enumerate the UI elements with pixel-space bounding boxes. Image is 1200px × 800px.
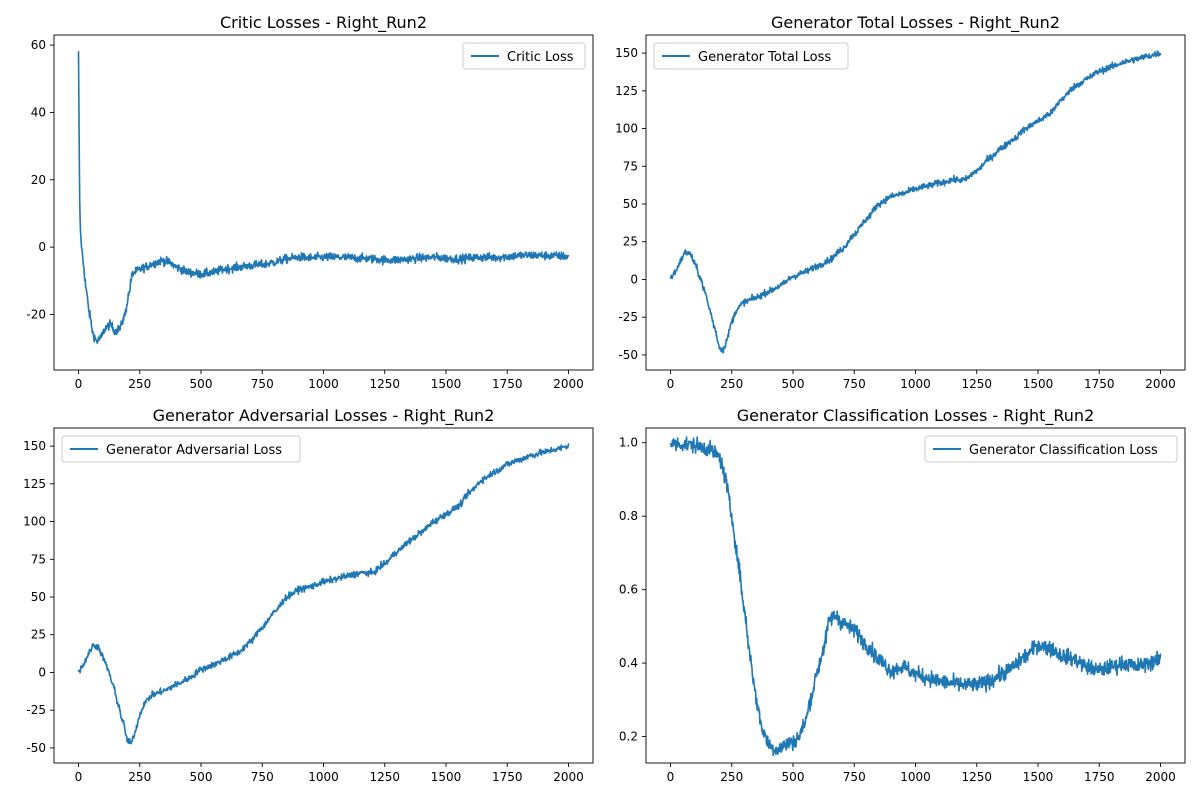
y-tick-label: 0 — [38, 665, 46, 679]
y-tick-label: 125 — [23, 477, 46, 491]
y-tick-label: 75 — [623, 159, 638, 173]
x-tick-label: 2000 — [553, 770, 584, 784]
x-tick-label: 750 — [843, 770, 866, 784]
x-tick-label: 0 — [75, 770, 83, 784]
axes-frame — [53, 34, 594, 371]
y-tick-label: 0.8 — [619, 509, 638, 523]
x-tick-label: 750 — [251, 770, 274, 784]
x-tick-label: 1500 — [431, 770, 462, 784]
legend-label: Generator Total Loss — [698, 50, 831, 65]
y-tick-label: 0.6 — [619, 583, 638, 597]
y-tick-label: 50 — [623, 197, 638, 211]
x-tick-label: 1750 — [1084, 377, 1115, 391]
y-tick-label: 0.2 — [619, 730, 638, 744]
series-line — [77, 51, 570, 344]
x-tick-label: 0 — [667, 377, 675, 391]
y-tick-label: 0.4 — [619, 656, 638, 670]
y-tick-label: 40 — [31, 105, 46, 119]
chart-panel-1: Critic Losses - Right_Run2 0 250 500 750 1000… — [26, 13, 594, 391]
series-line — [669, 50, 1162, 354]
legend-label: Generator Adversarial Loss — [106, 443, 282, 458]
x-tick-label: 1000 — [308, 770, 339, 784]
axes-frame — [645, 34, 1186, 371]
axes-frame — [53, 427, 594, 764]
legend-label: Critic Loss — [507, 50, 574, 65]
y-tick-label: 0 — [38, 240, 46, 254]
y-tick-label: 20 — [31, 173, 46, 187]
x-tick-label: 250 — [128, 770, 151, 784]
y-tick-label: 1.0 — [619, 436, 638, 450]
x-tick-label: 1500 — [431, 377, 462, 391]
chart-panel-4: Generator Classification Losses - Right_… — [619, 406, 1186, 784]
legend: Critic Loss — [462, 42, 586, 70]
y-tick-label: -25 — [26, 703, 46, 717]
x-tick-label: 250 — [128, 377, 151, 391]
y-tick-label: -50 — [26, 741, 46, 755]
x-tick-label: 1750 — [1084, 770, 1115, 784]
y-tick-label: -25 — [618, 310, 638, 324]
x-tick-label: 750 — [251, 377, 274, 391]
y-tick-label: 50 — [31, 590, 46, 604]
x-tick-label: 500 — [190, 377, 213, 391]
x-tick-label: 250 — [720, 770, 743, 784]
y-tick-label: 75 — [31, 552, 46, 566]
legend-label: Generator Classification Loss — [969, 443, 1158, 458]
x-tick-label: 2000 — [553, 377, 584, 391]
x-tick-label: 2000 — [1145, 770, 1176, 784]
chart-title: Generator Total Losses - Right_Run2 — [771, 13, 1060, 33]
legend-box — [61, 435, 301, 463]
chart-title: Generator Classification Losses - Right_… — [737, 406, 1095, 426]
y-tick-label: 150 — [615, 46, 638, 60]
chart-title: Generator Adversarial Losses - Right_Run… — [153, 406, 495, 426]
y-tick-label: 100 — [615, 122, 638, 136]
x-tick-label: 1500 — [1023, 770, 1054, 784]
x-tick-label: 250 — [720, 377, 743, 391]
series-line — [77, 443, 570, 745]
x-tick-label: 500 — [782, 770, 805, 784]
y-tick-label: 25 — [623, 235, 638, 249]
legend-box — [924, 435, 1178, 463]
chart-panel-3: Generator Adversarial Losses - Right_Run… — [23, 406, 594, 784]
y-tick-label: -50 — [618, 348, 638, 362]
x-tick-label: 1500 — [1023, 377, 1054, 391]
legend-box — [462, 42, 586, 70]
x-tick-label: 1000 — [900, 770, 931, 784]
x-tick-label: 1750 — [492, 770, 523, 784]
y-tick-label: 100 — [23, 515, 46, 529]
x-tick-label: 500 — [190, 770, 213, 784]
y-tick-label: -20 — [26, 307, 46, 321]
x-tick-label: 1000 — [900, 377, 931, 391]
x-tick-label: 1250 — [369, 770, 400, 784]
x-tick-label: 0 — [75, 377, 83, 391]
x-tick-label: 1250 — [961, 377, 992, 391]
chart-title: Critic Losses - Right_Run2 — [220, 13, 427, 33]
x-tick-label: 2000 — [1145, 377, 1176, 391]
x-tick-label: 0 — [667, 770, 675, 784]
x-tick-label: 500 — [782, 377, 805, 391]
legend: Generator Total Loss — [653, 42, 849, 70]
y-tick-label: 125 — [615, 84, 638, 98]
legend: Generator Adversarial Loss — [61, 435, 301, 463]
x-tick-label: 750 — [843, 377, 866, 391]
y-tick-label: 0 — [630, 272, 638, 286]
series-line — [669, 436, 1162, 757]
legend-box — [653, 42, 849, 70]
legend: Generator Classification Loss — [924, 435, 1178, 463]
y-tick-label: 150 — [23, 439, 46, 453]
y-tick-label: 25 — [31, 628, 46, 642]
x-tick-label: 1750 — [492, 377, 523, 391]
x-tick-label: 1250 — [369, 377, 400, 391]
x-tick-label: 1000 — [308, 377, 339, 391]
y-tick-label: 60 — [31, 38, 46, 52]
x-tick-label: 1250 — [961, 770, 992, 784]
